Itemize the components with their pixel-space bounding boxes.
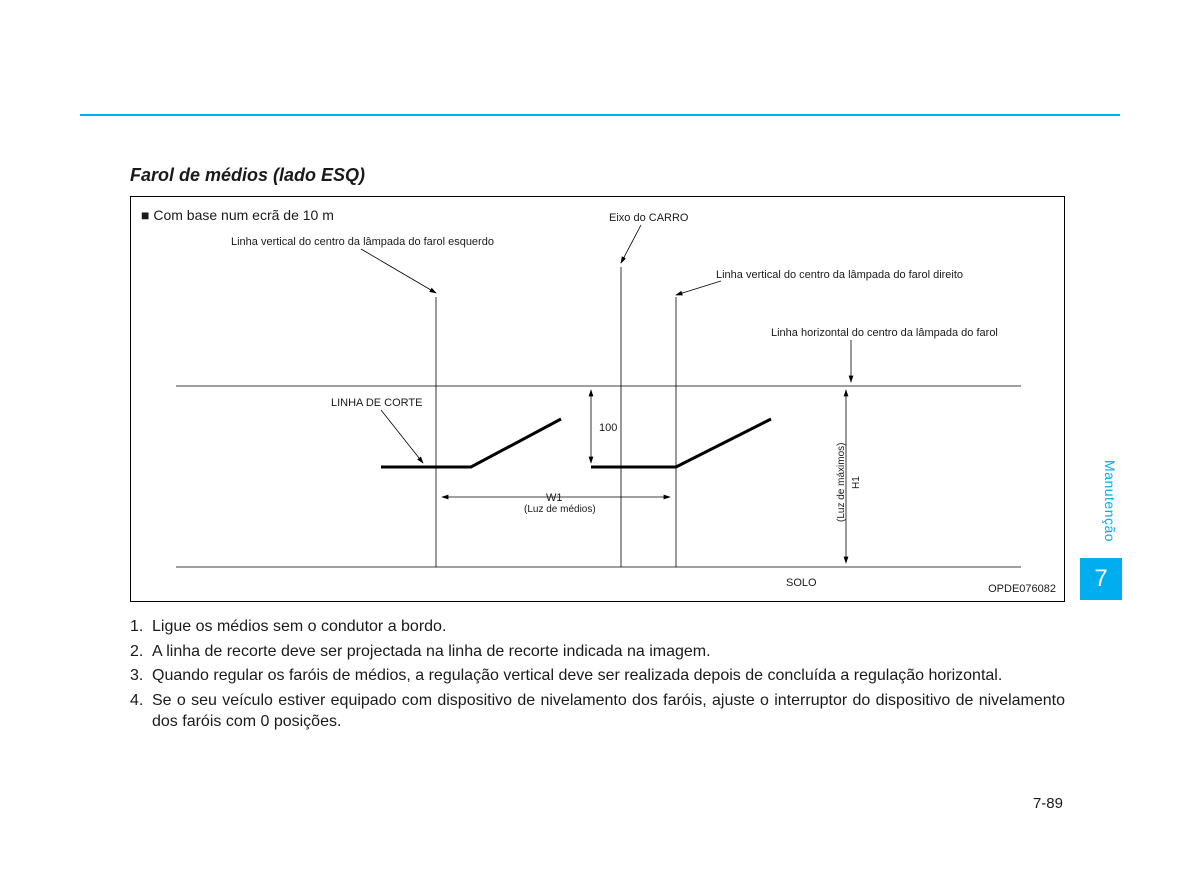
diagram-code: OPDE076082 bbox=[988, 583, 1056, 595]
label-h1-sub: (Luz de máximos) bbox=[836, 427, 847, 537]
instruction-number: 1. bbox=[130, 616, 152, 638]
instruction-number: 4. bbox=[130, 690, 152, 733]
instruction-item: 3.Quando regular os faróis de médios, a … bbox=[130, 665, 1065, 687]
instruction-number: 3. bbox=[130, 665, 152, 687]
instructions-list: 1.Ligue os médios sem o condutor a bordo… bbox=[130, 616, 1065, 733]
instruction-text: Se o seu veículo estiver equipado com di… bbox=[152, 690, 1065, 733]
instruction-text: Quando regular os faróis de médios, a re… bbox=[152, 665, 1065, 687]
label-car-axis: Eixo do CARRO bbox=[609, 212, 688, 224]
page-number: 7-89 bbox=[1033, 795, 1063, 812]
label-w1: W1 bbox=[546, 492, 563, 504]
instruction-item: 1.Ligue os médios sem o condutor a bordo… bbox=[130, 616, 1065, 638]
label-lamp-horizontal: Linha horizontal do centro da lâmpada do… bbox=[771, 327, 998, 339]
diagram-svg bbox=[131, 197, 1066, 603]
label-ground: SOLO bbox=[786, 577, 817, 589]
page-content: Farol de médios (lado ESQ) Com base num … bbox=[130, 165, 1065, 736]
section-title: Farol de médios (lado ESQ) bbox=[130, 165, 1065, 186]
label-w1-sub: (Luz de médios) bbox=[524, 504, 596, 515]
instruction-text: A linha de recorte deve ser projectada n… bbox=[152, 641, 1065, 663]
chapter-label: Manutenção bbox=[1102, 460, 1118, 542]
instruction-text: Ligue os médios sem o condutor a bordo. bbox=[152, 616, 1065, 638]
chapter-tab: 7 bbox=[1080, 558, 1122, 600]
instruction-number: 2. bbox=[130, 641, 152, 663]
label-100: 100 bbox=[599, 422, 617, 434]
label-cutoff: LINHA DE CORTE bbox=[331, 397, 423, 409]
label-h1: H1 bbox=[851, 445, 862, 520]
instruction-item: 4.Se o seu veículo estiver equipado com … bbox=[130, 690, 1065, 733]
header-rule bbox=[80, 114, 1120, 116]
label-right-lamp-vertical: Linha vertical do centro da lâmpada do f… bbox=[716, 269, 963, 281]
instruction-item: 2.A linha de recorte deve ser projectada… bbox=[130, 641, 1065, 663]
label-left-lamp-vertical: Linha vertical do centro da lâmpada do f… bbox=[231, 236, 494, 248]
diagram-frame: Com base num ecrã de 10 m Eixo do CARRO … bbox=[130, 196, 1065, 602]
